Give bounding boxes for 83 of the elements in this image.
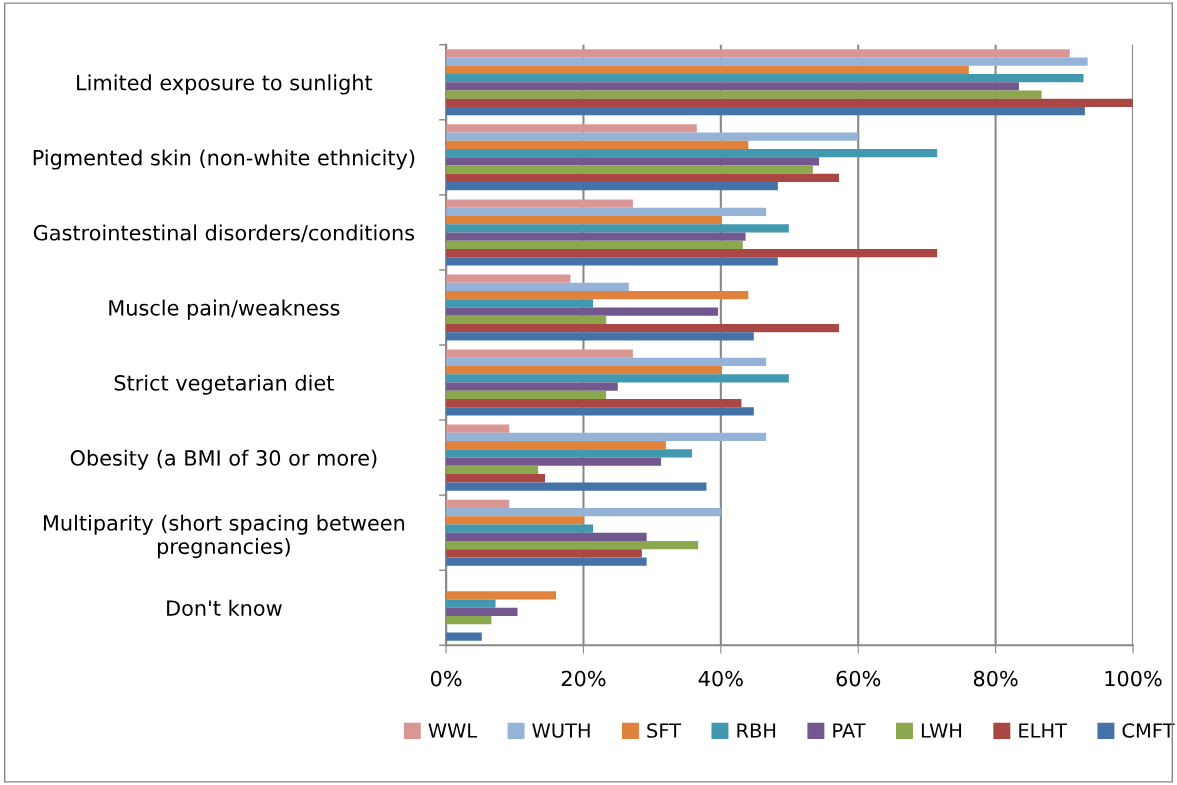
bar [446, 199, 633, 208]
bar [446, 173, 839, 183]
bar [446, 366, 721, 375]
bar [446, 407, 754, 416]
bar [446, 374, 789, 383]
legend-label: RBH [737, 723, 776, 738]
bar [446, 382, 618, 391]
bar [446, 124, 697, 133]
x-tick-label: 20% [561, 670, 606, 687]
y-tick-label: Multiparity (short spacing between pregnancies) [43, 514, 405, 559]
bar [446, 57, 1088, 66]
legend-label: SFT [647, 723, 682, 738]
y-tick-label: Gastrointestinal disorders/conditions [33, 224, 415, 243]
legend-label: WUTH [532, 723, 590, 738]
bar [446, 323, 839, 333]
bar [446, 315, 607, 324]
bar [446, 132, 859, 141]
legend-label: CMFT [1122, 723, 1175, 738]
y-tick-label: Obesity (a BMI of 30 or more) [70, 449, 377, 470]
bar [446, 149, 938, 158]
bar [446, 332, 754, 341]
bar [446, 532, 647, 541]
bar [446, 157, 820, 166]
bar [446, 457, 662, 466]
bar [446, 465, 539, 475]
bar [446, 290, 749, 300]
legend-label: LWH [921, 723, 962, 738]
bar [446, 98, 1133, 108]
bar [446, 232, 746, 241]
bar [446, 49, 1070, 58]
y-tick-label: Limited exposure to sunlight [77, 74, 373, 95]
bar [446, 524, 594, 533]
bar [446, 557, 647, 566]
y-tick-label: Muscle pain/weakness [109, 299, 340, 320]
bar [446, 74, 1084, 83]
bar [446, 90, 1042, 99]
bar [446, 65, 969, 75]
bar [446, 474, 545, 483]
legend-label: ELHT [1019, 723, 1068, 738]
bar [446, 248, 938, 258]
bar [446, 449, 692, 458]
legend-label: WWL [428, 723, 478, 738]
bar [446, 224, 789, 233]
bar [446, 274, 571, 283]
bar [446, 599, 496, 608]
bar [446, 299, 594, 308]
bar [446, 207, 767, 216]
bar [446, 282, 629, 291]
bar [446, 165, 813, 174]
bar [446, 632, 482, 641]
bar [446, 215, 721, 225]
bar [446, 482, 707, 491]
x-tick-label: 60% [836, 670, 881, 687]
bar [446, 516, 584, 525]
bar [446, 390, 607, 400]
bar [446, 615, 492, 625]
bar [446, 357, 767, 367]
bar [446, 399, 742, 408]
bar [446, 441, 666, 450]
bar [446, 499, 510, 508]
bar [446, 432, 767, 442]
x-tick-label: 0% [430, 670, 462, 687]
y-tick-label: Don't know [167, 599, 282, 616]
bar [446, 540, 699, 550]
bar [446, 140, 749, 150]
bar [446, 182, 778, 191]
bar [446, 591, 556, 600]
bar [446, 240, 743, 249]
bar [446, 82, 1019, 91]
bar [446, 607, 518, 616]
bar [446, 307, 719, 316]
y-tick-label: Strict vegetarian diet [114, 374, 334, 395]
bar [446, 549, 642, 558]
bar [446, 507, 721, 517]
y-tick-label: Pigmented skin (non-white ethnicity) [33, 149, 415, 170]
x-tick-label: 80% [973, 670, 1018, 687]
x-tick-label: 40% [698, 670, 743, 687]
bar [446, 349, 633, 358]
bar [446, 257, 778, 266]
x-tick-label: 100% [1105, 670, 1162, 687]
bar [446, 424, 510, 433]
legend-label: PAT [833, 723, 866, 738]
bar [446, 107, 1085, 116]
